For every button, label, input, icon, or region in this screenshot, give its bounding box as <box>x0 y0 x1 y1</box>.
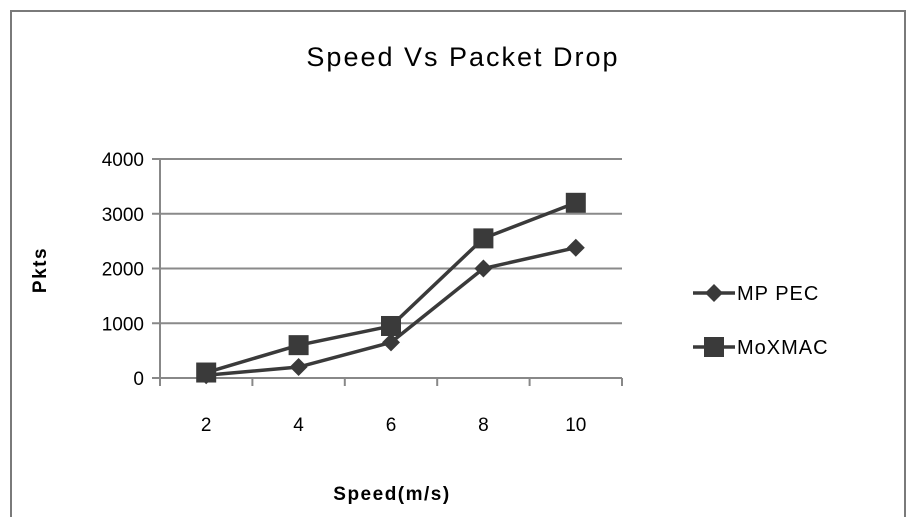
data-point-0-3 <box>474 259 493 278</box>
legend: MP PEC MoXMAC <box>693 283 829 359</box>
series-layer <box>196 192 586 385</box>
data-point-1-1 <box>288 335 309 356</box>
y-tick-label-4000: 4000 <box>102 150 144 171</box>
legend-marker-0 <box>705 284 723 302</box>
data-point-0-4 <box>566 238 585 257</box>
data-point-1-3 <box>473 228 494 249</box>
data-point-1-2 <box>381 315 401 336</box>
x-tick-label-2: 2 <box>201 415 212 436</box>
x-tick-label-8: 8 <box>478 415 489 436</box>
x-tick-label-4: 4 <box>293 415 304 436</box>
axes <box>159 159 622 379</box>
y-tick-label-3000: 3000 <box>102 205 144 226</box>
legend-item-1: MoXMAC <box>693 337 829 359</box>
gridlines <box>152 158 623 386</box>
x-tick-labels: 2 4 6 8 10 <box>201 415 586 436</box>
data-point-1-4 <box>565 192 586 213</box>
x-tick-label-6: 6 <box>386 415 397 436</box>
series-markers-1 <box>196 192 586 383</box>
x-axis-label: Speed(m/s) <box>333 484 450 505</box>
legend-marker-1 <box>704 337 724 357</box>
x-tick-label-10: 10 <box>565 415 586 436</box>
legend-item-0: MP PEC <box>693 283 819 305</box>
legend-label-1: MoXMAC <box>737 337 829 359</box>
y-axis-label: Pkts <box>30 247 51 293</box>
y-tick-label-1000: 1000 <box>102 314 144 335</box>
data-point-0-1 <box>289 358 308 377</box>
chart-title: Speed Vs Packet Drop <box>306 42 619 72</box>
y-tick-label-0: 0 <box>133 369 144 390</box>
data-point-1-0 <box>196 362 217 383</box>
data-point-0-2 <box>382 333 400 352</box>
y-tick-label-2000: 2000 <box>102 260 144 281</box>
legend-label-0: MP PEC <box>737 283 819 305</box>
y-tick-labels: 0 1000 2000 3000 4000 <box>102 150 144 390</box>
